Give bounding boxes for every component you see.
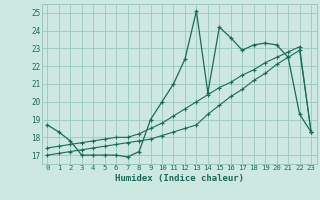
X-axis label: Humidex (Indice chaleur): Humidex (Indice chaleur) — [115, 174, 244, 183]
